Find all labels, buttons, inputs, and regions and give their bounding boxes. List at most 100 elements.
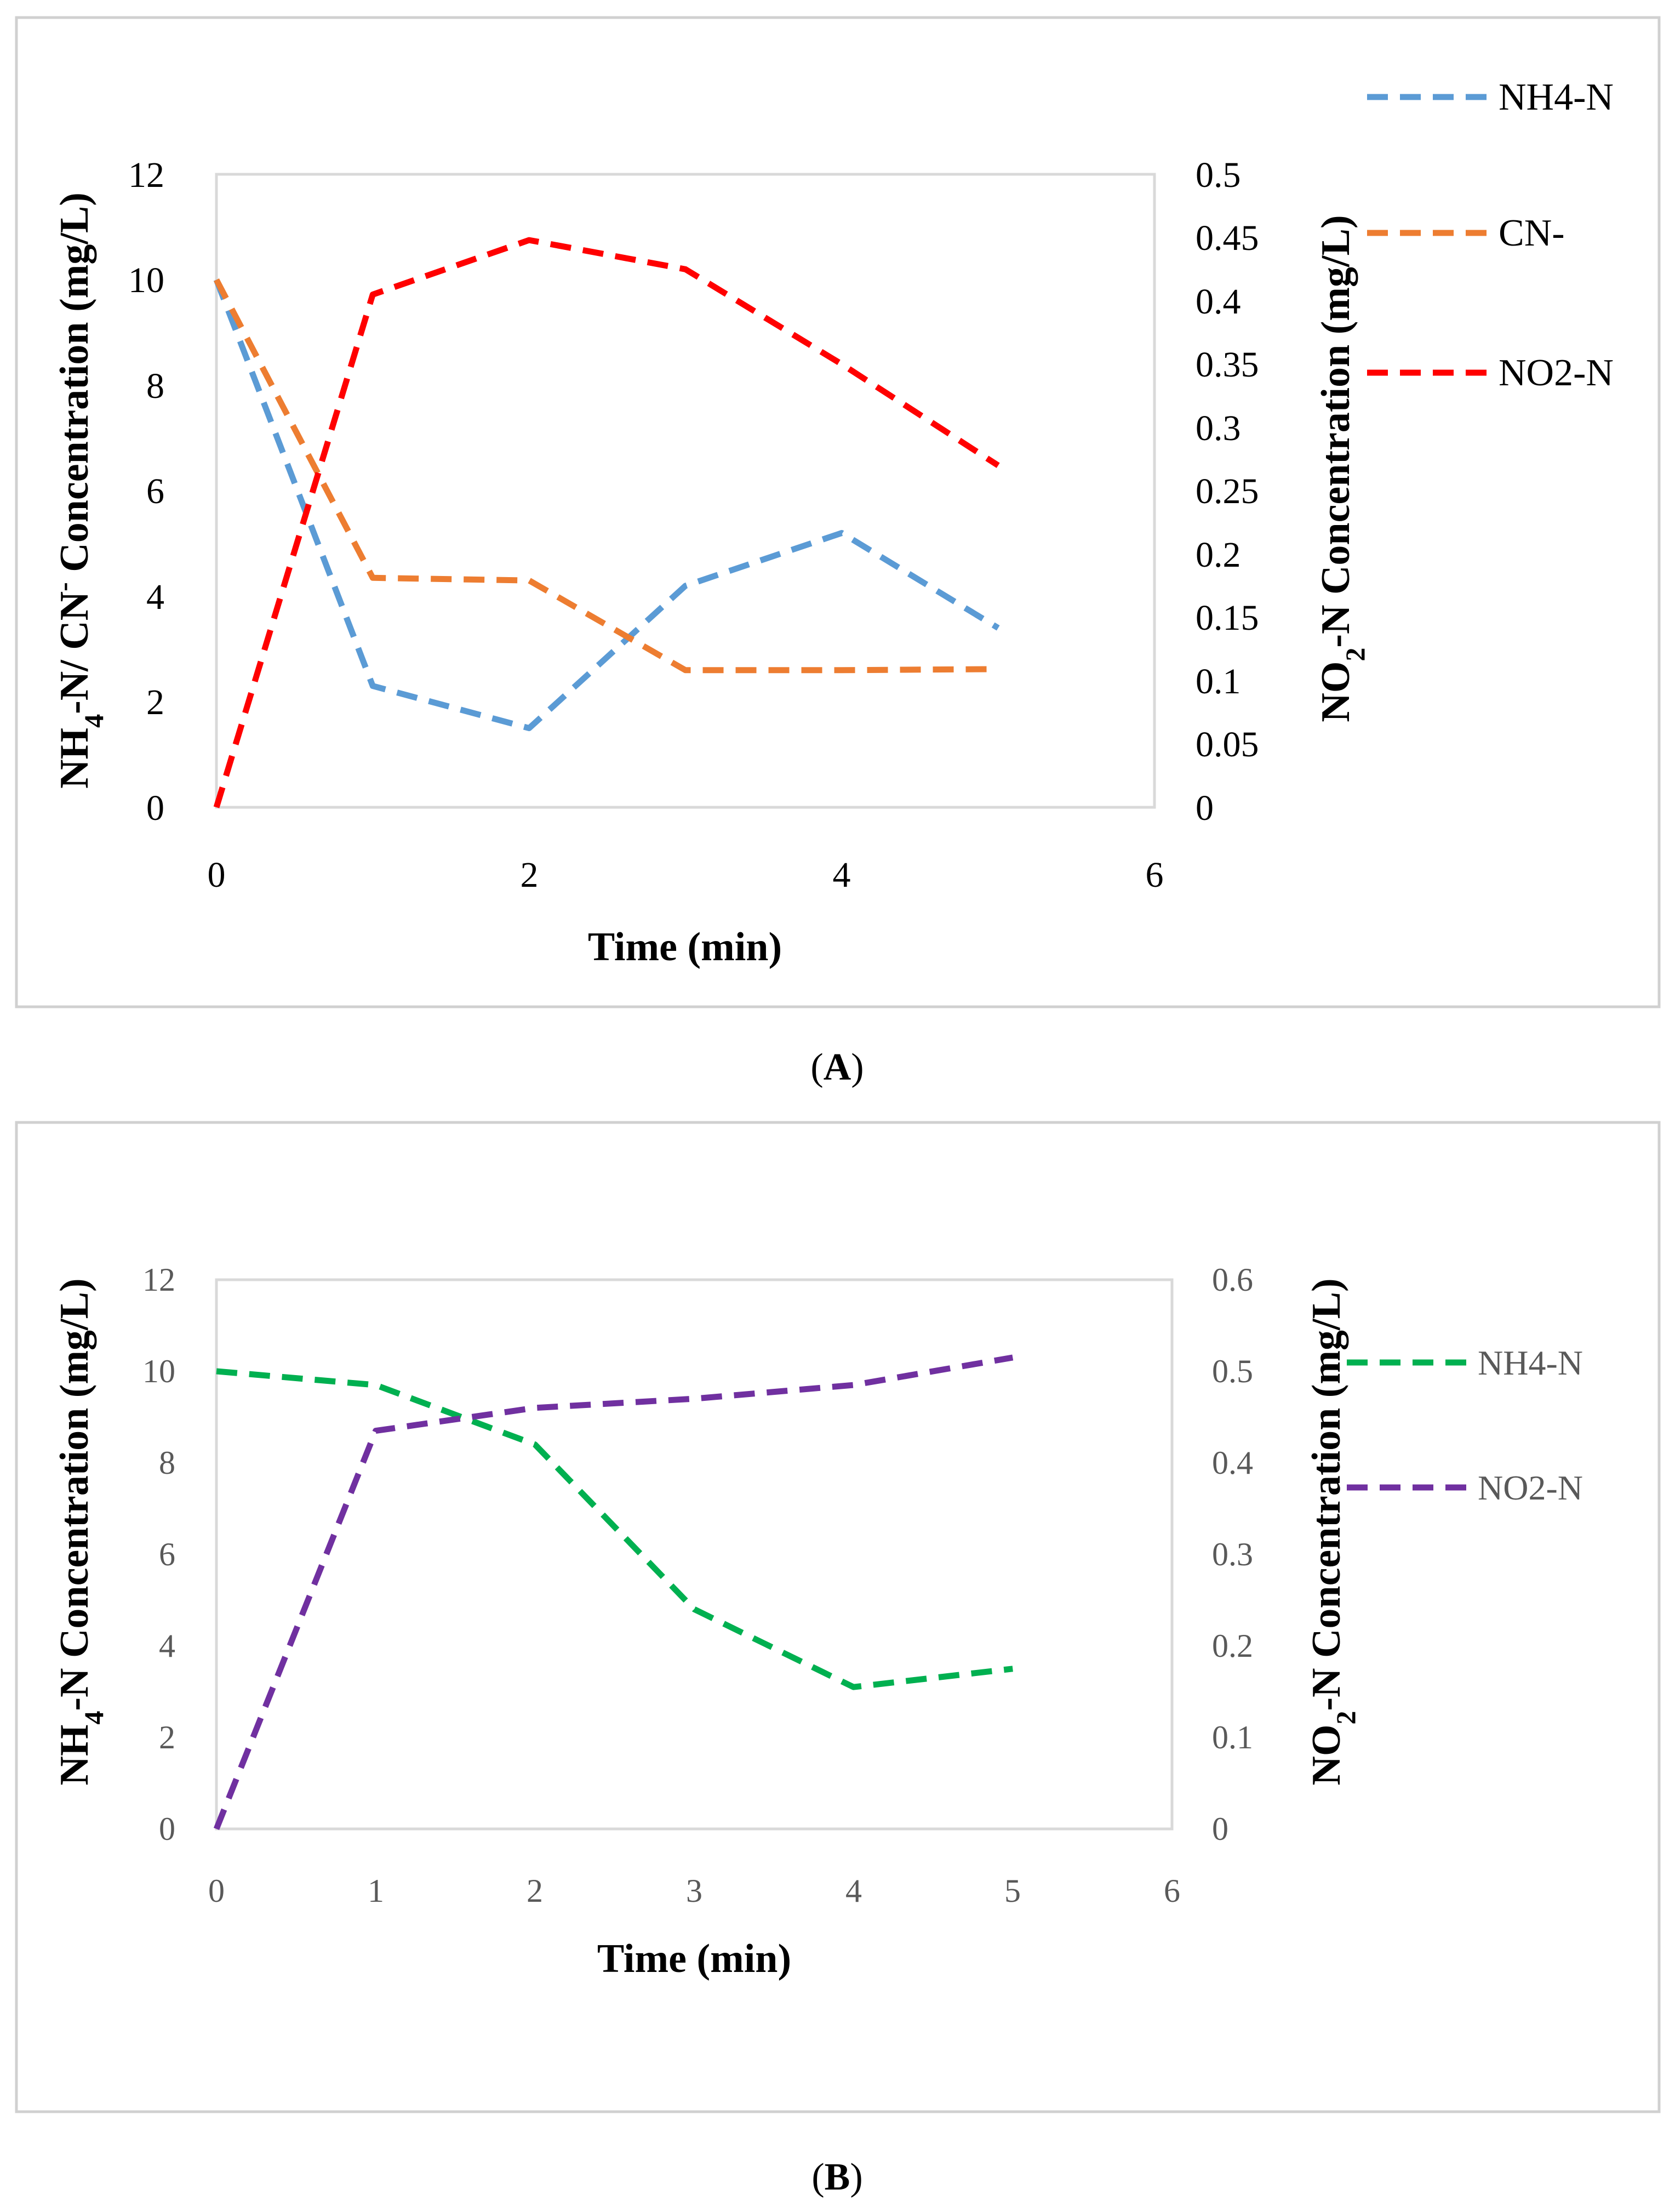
data-point	[370, 575, 375, 580]
a-y-axis-title-left: NH4-N/ CN- Concentration (mg/L)	[48, 192, 109, 789]
series-line-a-cn	[214, 278, 998, 674]
b-ytick-left: 6	[159, 1536, 175, 1572]
a-ytick-right: 0	[1196, 788, 1214, 828]
a-legend-label: NO2-N	[1499, 352, 1614, 394]
a-ytick-right: 0.25	[1196, 471, 1259, 511]
b-legend-label: NH4-N	[1478, 1343, 1583, 1382]
a-ytick-right: 0.05	[1196, 725, 1259, 765]
a-ytick-right: 0.35	[1196, 345, 1259, 385]
data-point	[839, 531, 844, 535]
data-point	[370, 292, 375, 297]
a-legend-label: CN-	[1499, 212, 1565, 254]
series-line-b-no2-n	[213, 1354, 1014, 1831]
series-line-a-nh4-n	[213, 278, 1000, 732]
b-xtick: 1	[368, 1873, 384, 1909]
b-ytick-right: 0.1	[1212, 1719, 1253, 1755]
data-point	[1010, 1667, 1015, 1671]
a-x-axis-title: Time (min)	[588, 925, 782, 970]
b-ytick-right: 0.4	[1212, 1445, 1253, 1481]
data-point	[839, 668, 844, 672]
b-legend-item-no2: NO2-N	[1347, 1468, 1583, 1507]
b-ytick-right: 0	[1212, 1811, 1228, 1847]
chart-a-frame	[15, 16, 1661, 1008]
b-xtick: 3	[686, 1873, 702, 1909]
a-ytick-right: 0.2	[1196, 535, 1241, 575]
b-ytick-left: 4	[159, 1628, 175, 1664]
data-point	[996, 667, 1001, 671]
data-point	[527, 238, 531, 242]
a-xtick: 0	[208, 855, 226, 895]
a-xtick: 6	[1146, 855, 1164, 895]
data-point	[996, 626, 1001, 630]
b-legend-label: NO2-N	[1478, 1468, 1583, 1507]
b-xtick: 2	[527, 1873, 543, 1909]
caption-a: (A)	[810, 1046, 864, 1088]
a-ytick-right: 0.3	[1196, 408, 1241, 448]
b-ytick-left: 10	[142, 1353, 175, 1389]
data-point	[533, 1406, 537, 1410]
data-point	[374, 1383, 378, 1387]
a-legend-item-nh4: NH4-N	[1367, 76, 1614, 118]
data-point	[692, 1607, 696, 1611]
data-point	[214, 278, 219, 282]
series-line-a-no2-n	[213, 237, 1000, 808]
data-point	[527, 578, 531, 583]
data-point	[683, 267, 688, 271]
data-point	[851, 1685, 856, 1689]
data-point	[692, 1396, 696, 1401]
data-point	[1010, 1355, 1015, 1360]
b-ytick-left: 8	[159, 1445, 175, 1481]
b-y-axis-title-left: NH4-N Concentration (mg/L)	[52, 1278, 109, 1785]
b-xtick: 0	[208, 1873, 225, 1909]
data-point	[374, 1429, 378, 1433]
a-legend-item-no2: NO2-N	[1367, 352, 1614, 394]
a-ytick-right: 0.45	[1196, 218, 1259, 258]
a-ytick-right: 0.5	[1196, 155, 1241, 195]
b-legend: NH4-N NO2-N	[1347, 1343, 1583, 1507]
b-xtick: 5	[1004, 1873, 1021, 1909]
chart-a: 0 2 4 6 8 10 12 0 0.05 0.1 0.15 0.2 0.25…	[15, 16, 1661, 1008]
b-legend-item-nh4: NH4-N	[1347, 1343, 1583, 1382]
caption-b: (B)	[811, 2156, 862, 2198]
b-ytick-left: 12	[142, 1262, 175, 1298]
a-legend-item-cn: CN-	[1367, 212, 1565, 254]
a-legend-label: NH4-N	[1499, 76, 1614, 118]
a-ytick-left: 10	[128, 260, 164, 300]
a-ytick-left: 6	[146, 471, 164, 511]
a-xtick: 4	[833, 855, 851, 895]
data-point	[527, 726, 531, 731]
data-point	[370, 684, 375, 688]
chart-b: 0 2 4 6 8 10 12 0 0.1 0.2 0.3 0.4 0.5 0.…	[15, 1121, 1661, 2113]
a-ytick-right: 0.4	[1196, 282, 1241, 322]
data-point	[683, 668, 688, 672]
data-point	[214, 1369, 219, 1373]
a-ytick-right: 0.1	[1196, 662, 1241, 702]
b-y-axis-title-right: NO2-N Concentration (mg/L)	[1304, 1278, 1361, 1785]
data-point	[683, 584, 688, 588]
data-point	[851, 1383, 856, 1387]
b-ytick-left: 0	[159, 1811, 175, 1847]
series-line-b-nh4-n	[216, 1368, 1013, 1690]
a-legend: NH4-N CN- NO2-N	[1367, 76, 1614, 394]
b-ytick-right: 0.5	[1212, 1353, 1253, 1389]
b-xtick: 6	[1164, 1873, 1180, 1909]
data-point	[996, 463, 1001, 468]
data-point	[214, 805, 219, 809]
a-ytick-left: 12	[128, 155, 164, 195]
b-xtick: 4	[845, 1873, 862, 1909]
chart-b-frame	[15, 1121, 1661, 2113]
b-x-axis-title: Time (min)	[597, 1936, 791, 1981]
data-point	[839, 362, 844, 367]
data-point	[533, 1443, 537, 1447]
b-ytick-right: 0.6	[1212, 1262, 1253, 1298]
b-ytick-right: 0.2	[1212, 1628, 1253, 1664]
data-point	[214, 1827, 219, 1831]
chart-b-plot-area	[215, 1278, 1174, 1831]
a-ytick-right: 0.15	[1196, 598, 1259, 638]
a-ytick-left: 2	[146, 682, 164, 722]
a-ytick-left: 4	[146, 577, 164, 617]
a-ytick-left: 8	[146, 366, 164, 406]
a-y-axis-title-right: NO2-N Concentration (mg/L)	[1313, 215, 1370, 722]
chart-a-plot-area	[215, 173, 1156, 809]
